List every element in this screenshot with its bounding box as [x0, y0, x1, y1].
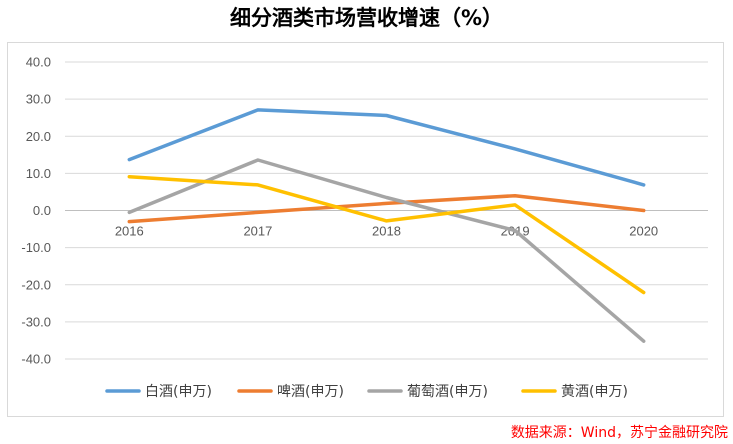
y-tick-label: 0.0 [33, 203, 51, 218]
x-tick-label: 2017 [243, 224, 272, 239]
y-tick-label: 30.0 [26, 92, 51, 107]
y-tick-label: -10.0 [21, 240, 51, 255]
y-tick-label: 20.0 [26, 129, 51, 144]
legend-label: 葡萄酒(申万) [407, 384, 488, 400]
series-line [127, 158, 646, 343]
x-tick-label: 2016 [115, 224, 144, 239]
gridlines [65, 61, 708, 360]
series-lines [127, 108, 646, 343]
legend: 白酒(申万) 啤酒(申万) 葡萄酒(申万) 黄酒(申万) [105, 383, 628, 400]
source-note: 数据来源：Wind，苏宁金融研究院 [510, 425, 728, 441]
x-axis-ticks: 2016 2017 2018 2019 2020 [115, 224, 658, 239]
chart-frame [7, 42, 724, 417]
y-tick-label: 40.0 [26, 55, 51, 70]
legend-label: 黄酒(申万) [561, 383, 628, 400]
x-tick-label: 2018 [372, 224, 401, 239]
series-line [127, 174, 646, 295]
x-tick-label: 2020 [629, 224, 658, 239]
chart-title: 细分酒类市场营收增速（%） [229, 6, 504, 30]
series-line [127, 193, 646, 224]
y-axis-ticks: 40.0 30.0 20.0 10.0 0.0 -10.0 -20.0 -30.0 -40.0 [21, 55, 51, 367]
y-tick-label: -40.0 [21, 352, 51, 367]
series-line [127, 108, 646, 187]
y-tick-label: 10.0 [26, 166, 51, 181]
y-tick-label: -20.0 [21, 277, 51, 292]
y-tick-label: -30.0 [21, 314, 51, 329]
legend-label: 啤酒(申万) [277, 384, 344, 400]
legend-label: 白酒(申万) [145, 384, 212, 400]
